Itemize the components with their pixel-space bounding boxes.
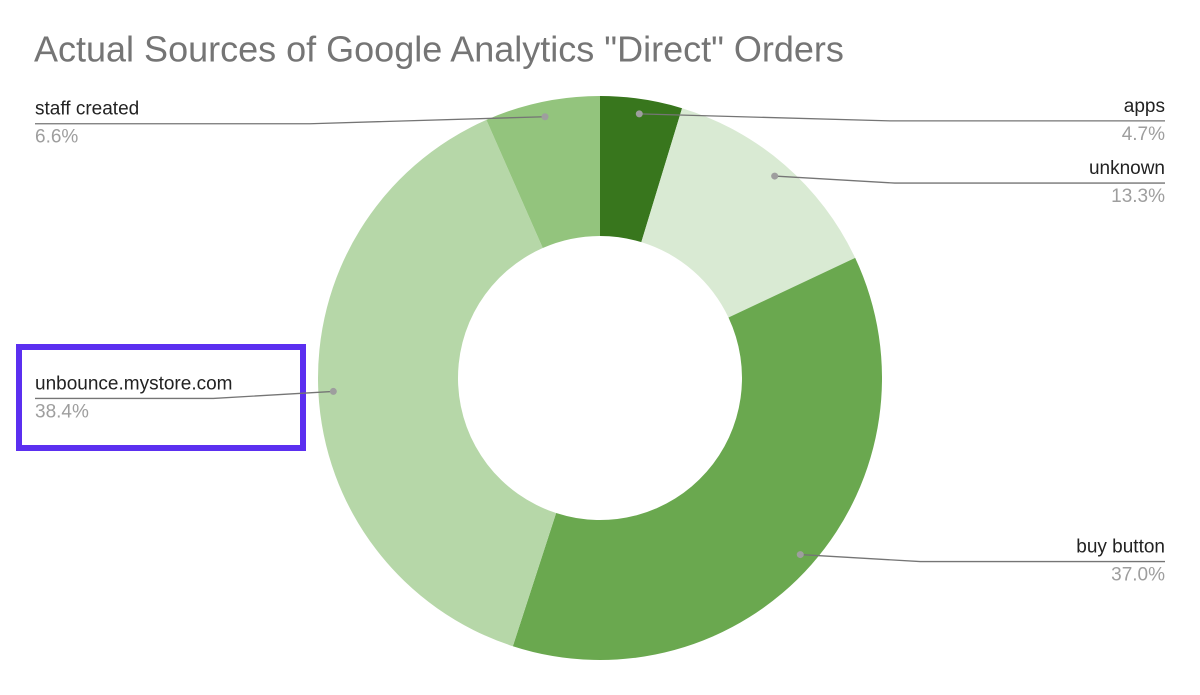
leader-dot	[541, 113, 549, 121]
slice-label: staff created	[35, 99, 139, 120]
slice-label: unbounce.mystore.com	[35, 373, 233, 394]
leader-line	[774, 175, 1165, 184]
donut-slice	[318, 119, 557, 647]
leader-line	[35, 116, 546, 125]
donut-slice	[512, 257, 882, 661]
slice-value-label: 4.7%	[1122, 124, 1165, 145]
slice-label: buy button	[1076, 537, 1165, 558]
slice-value-label: 38.4%	[35, 401, 89, 422]
slice-value-label: 13.3%	[1111, 186, 1165, 207]
donut-slice	[486, 96, 600, 249]
chart-title: Actual Sources of Google Analytics "Dire…	[34, 29, 844, 70]
slice-label: unknown	[1089, 158, 1165, 179]
slice-label: apps	[1124, 96, 1165, 117]
leader-dot	[329, 387, 337, 395]
leader-line	[35, 390, 334, 400]
donut-slice	[600, 96, 683, 243]
leader-line	[639, 113, 1165, 122]
leader-dot	[771, 172, 779, 180]
donut-slice	[641, 108, 856, 318]
leader-line	[800, 553, 1165, 563]
slice-value-label: 6.6%	[35, 127, 78, 148]
highlight-box	[16, 344, 306, 451]
slice-value-label: 37.0%	[1111, 565, 1165, 586]
leader-dot	[635, 110, 643, 118]
leader-dot	[796, 551, 804, 559]
